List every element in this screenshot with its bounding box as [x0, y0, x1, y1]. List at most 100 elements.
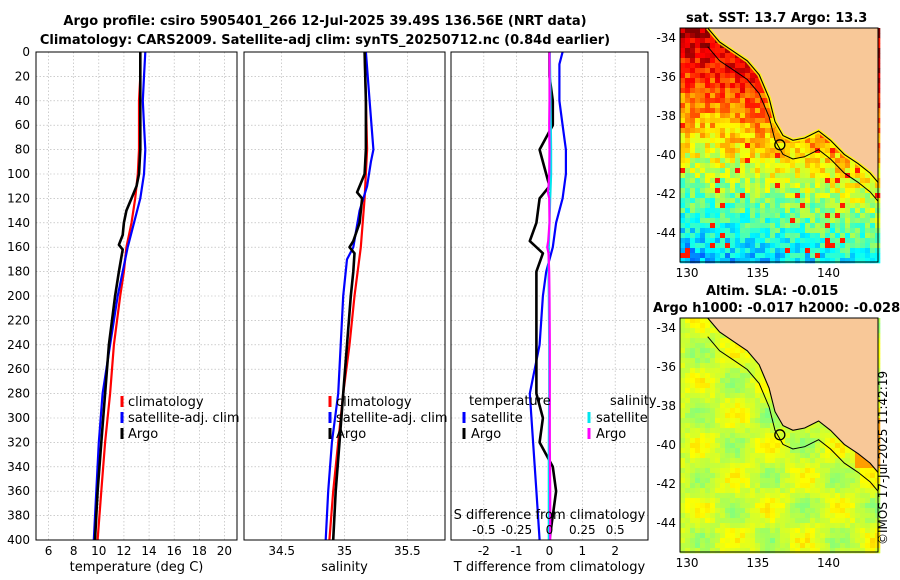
legend-label: climatology: [128, 395, 204, 410]
heatmap-cell: [785, 478, 791, 484]
heatmap-cell: [740, 88, 746, 94]
heatmap-cell: [740, 218, 746, 224]
heatmap-cell: [750, 93, 756, 99]
heatmap-cell: [745, 93, 751, 99]
heatmap-cell: [750, 258, 756, 264]
heatmap-cell: [705, 343, 711, 349]
heatmap-cell: [805, 233, 811, 239]
heatmap-cell: [835, 448, 841, 454]
heatmap-cell: [865, 253, 871, 259]
heatmap-cell: [710, 113, 716, 119]
heatmap-cell: [700, 458, 706, 464]
heatmap-cell: [680, 463, 686, 469]
heatmap-cell: [845, 503, 851, 509]
heatmap-cell: [825, 153, 831, 159]
heatmap-cell: [830, 483, 836, 489]
heatmap-cell: [865, 228, 871, 234]
heatmap-cell: [700, 478, 706, 484]
heatmap-cell: [695, 108, 701, 114]
x-tick-label: 14: [141, 544, 156, 558]
heatmap-cell: [690, 33, 696, 39]
heatmap-cell: [735, 343, 741, 349]
heatmap-cell: [760, 393, 766, 399]
heatmap-cell: [790, 468, 796, 474]
heatmap-cell: [865, 513, 871, 519]
heatmap-cell: [715, 78, 721, 84]
heatmap-cell: [700, 63, 706, 69]
heatmap-cell: [795, 443, 801, 449]
heatmap-cell: [695, 423, 701, 429]
heatmap-cell: [755, 198, 761, 204]
heatmap-cell: [795, 203, 801, 209]
heatmap-cell: [745, 168, 751, 174]
heatmap-cell: [755, 483, 761, 489]
heatmap-cell: [840, 223, 846, 229]
heatmap-cell: [820, 438, 826, 444]
heatmap-cell: [730, 168, 736, 174]
heatmap-cell: [800, 188, 806, 194]
heatmap-cell: [800, 473, 806, 479]
heatmap-cell: [685, 463, 691, 469]
heatmap-cell: [820, 508, 826, 514]
heatmap-cell: [770, 218, 776, 224]
heatmap-cell: [810, 193, 816, 199]
heatmap-cell: [870, 253, 876, 259]
heatmap-cell: [765, 198, 771, 204]
heatmap-cell: [865, 528, 871, 534]
heatmap-cell: [740, 68, 746, 74]
heatmap-cell: [795, 543, 801, 549]
heatmap-cell: [835, 468, 841, 474]
heatmap-cell: [765, 393, 771, 399]
heatmap-cell: [690, 123, 696, 129]
heatmap-cell: [725, 243, 731, 249]
heatmap-cell: [805, 433, 811, 439]
heatmap-cell: [680, 513, 686, 519]
heatmap-cell: [755, 163, 761, 169]
heatmap-cell: [820, 253, 826, 259]
heatmap-cell: [795, 213, 801, 219]
heatmap-cell: [770, 408, 776, 414]
heatmap-cell: [720, 103, 726, 109]
heatmap-cell: [780, 498, 786, 504]
heatmap-cell: [775, 208, 781, 214]
heatmap-cell: [725, 503, 731, 509]
heatmap-cell: [680, 243, 686, 249]
heatmap-cell: [770, 438, 776, 444]
heatmap-cell: [720, 73, 726, 79]
heatmap-cell: [800, 183, 806, 189]
heatmap-cell: [685, 208, 691, 214]
heatmap-cell: [815, 458, 821, 464]
heatmap-cell: [770, 188, 776, 194]
heatmap-cell: [700, 543, 706, 549]
heatmap-cell: [715, 488, 721, 494]
heatmap-cell: [715, 403, 721, 409]
heatmap-cell: [785, 543, 791, 549]
heatmap-cell: [780, 518, 786, 524]
heatmap-cell: [775, 468, 781, 474]
heatmap-cell: [810, 148, 816, 154]
heatmap-cell: [715, 53, 721, 59]
heatmap-cell: [725, 458, 731, 464]
heatmap-cell: [755, 468, 761, 474]
heatmap-cell: [695, 153, 701, 159]
map-y-tick-label: -42: [656, 477, 676, 491]
heatmap-cell: [765, 188, 771, 194]
heatmap-cell: [705, 388, 711, 394]
heatmap-cell: [815, 213, 821, 219]
heatmap-cell: [800, 168, 806, 174]
heatmap-cell: [710, 518, 716, 524]
heatmap-cell: [740, 348, 746, 354]
heatmap-cell: [830, 203, 836, 209]
heatmap-cell: [740, 518, 746, 524]
depth-tick-label: 140: [7, 216, 30, 230]
heatmap-cell: [795, 193, 801, 199]
heatmap-cell: [695, 198, 701, 204]
heatmap-cell: [755, 88, 761, 94]
heatmap-cell: [715, 258, 721, 264]
heatmap-cell: [870, 543, 876, 549]
heatmap-cell: [825, 528, 831, 534]
heatmap-cell: [720, 88, 726, 94]
heatmap-cell: [710, 183, 716, 189]
heatmap-cell: [690, 453, 696, 459]
